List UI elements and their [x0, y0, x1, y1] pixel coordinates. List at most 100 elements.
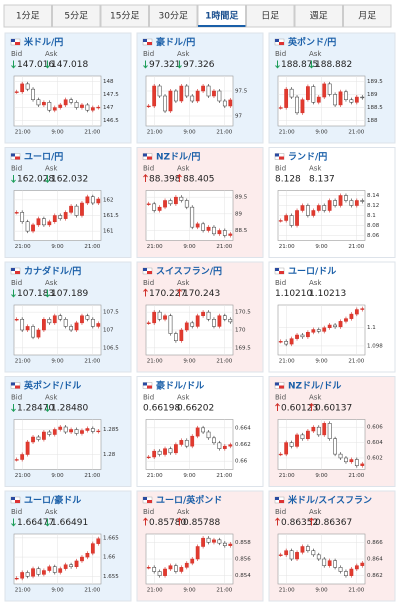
- x-tick-label: 9:00: [315, 359, 328, 365]
- x-tick-label: 21:00: [279, 473, 295, 479]
- candle-body: [146, 105, 151, 108]
- flag: [15, 271, 20, 274]
- candle-body: [96, 106, 101, 109]
- candle-body: [31, 88, 35, 100]
- pair-name[interactable]: スイスフラン/円: [156, 266, 222, 277]
- x-tick-label: 21:00: [348, 473, 364, 479]
- candle-body: [174, 565, 178, 572]
- bid-value: 0.86352: [281, 518, 318, 528]
- tab[interactable]: [52, 4, 101, 28]
- flag: [15, 500, 20, 503]
- y-tick-label: 148: [103, 79, 114, 85]
- candle-body: [42, 218, 46, 226]
- candle-body: [174, 333, 178, 341]
- trend-arrow: [177, 517, 182, 526]
- x-tick-label: 9:00: [315, 473, 328, 479]
- candle-body: [74, 429, 79, 434]
- y-tick-label: 89.5: [235, 195, 248, 201]
- candle-body: [58, 315, 63, 320]
- pair-name[interactable]: 豪ドル/ドル: [156, 380, 204, 392]
- candle-body: [289, 215, 294, 226]
- flag: [147, 271, 152, 274]
- candle-body: [74, 205, 79, 216]
- candle-body: [146, 567, 151, 569]
- tab-label[interactable]: 週足: [310, 11, 328, 22]
- pair-name[interactable]: ユーロ/ドル: [288, 266, 336, 277]
- candle-body: [289, 442, 294, 447]
- candle-body: [74, 322, 79, 331]
- tab[interactable]: [100, 4, 149, 28]
- candle-body: [146, 322, 151, 324]
- candle-body: [25, 326, 30, 331]
- candle-body: [20, 319, 25, 331]
- pair-name[interactable]: ユーロ/豪ドル: [24, 494, 81, 506]
- y-tick-label: 89: [235, 211, 242, 217]
- x-tick-label: 9:00: [315, 588, 328, 594]
- candle-body: [295, 552, 299, 560]
- y-tick-label: 0.854: [235, 573, 251, 579]
- tab[interactable]: [294, 4, 343, 28]
- tab-label[interactable]: 1分足: [16, 11, 40, 22]
- tab-label[interactable]: 30分足: [159, 11, 188, 22]
- pair-name[interactable]: ユーロ/円: [24, 152, 63, 163]
- candle-body: [289, 338, 294, 345]
- candle-body: [217, 315, 222, 327]
- pair-name[interactable]: NZドル/ドル: [288, 381, 341, 392]
- pair-name[interactable]: 豪ドル/円: [156, 36, 195, 48]
- pair-name[interactable]: 米ドル/スイスフラン: [287, 494, 372, 506]
- pair-name[interactable]: カナダドル/円: [24, 265, 81, 277]
- candle-body: [300, 99, 305, 114]
- pair-name[interactable]: 英ポンド/円: [287, 36, 336, 48]
- bid-value: 188.875: [281, 60, 318, 70]
- candle-body: [201, 85, 205, 92]
- candle-body: [85, 104, 90, 111]
- candle-body: [36, 99, 41, 106]
- candle-body: [69, 99, 73, 103]
- tab-label[interactable]: 月足: [358, 11, 376, 22]
- tab-label[interactable]: 15分足: [110, 11, 139, 22]
- pair-name[interactable]: ランド/円: [288, 152, 327, 163]
- trend-arrow: [143, 60, 148, 69]
- x-tick-label: 9:00: [51, 244, 64, 250]
- tab[interactable]: [149, 4, 198, 28]
- candle-body: [300, 546, 305, 553]
- ask-value: 1.10213: [309, 289, 346, 299]
- candle-body: [190, 322, 195, 327]
- tab[interactable]: [343, 4, 392, 28]
- x-tick-label: 21:00: [84, 473, 100, 479]
- pair-name[interactable]: 米ドル/円: [23, 36, 63, 48]
- tab[interactable]: [3, 4, 52, 28]
- flag: [279, 271, 284, 274]
- candle-body: [25, 441, 30, 455]
- candle-body: [212, 539, 216, 543]
- candle-body: [85, 552, 90, 558]
- candle-body: [179, 329, 184, 341]
- candle-body: [311, 550, 316, 556]
- bid-label: Bid: [275, 279, 286, 287]
- y-tick-label: 0.664: [235, 425, 251, 431]
- candle-body: [349, 459, 354, 463]
- candle-body: [14, 319, 19, 321]
- candle-body: [201, 427, 205, 433]
- x-tick-label: 9:00: [315, 244, 328, 250]
- tab-label[interactable]: 1時間足: [205, 10, 239, 22]
- flag: [147, 500, 152, 503]
- candle-body: [311, 426, 316, 432]
- pair-name[interactable]: ユーロ/英ポンド: [156, 494, 222, 506]
- ask-label: Ask: [177, 394, 190, 402]
- tab[interactable]: [246, 4, 295, 28]
- y-tick-label: 8.06: [367, 233, 380, 239]
- candle-body: [179, 196, 184, 201]
- candle-body: [47, 566, 52, 571]
- candle-body: [344, 457, 348, 463]
- candle-body: [338, 195, 343, 206]
- tab-label[interactable]: 日足: [261, 11, 279, 22]
- candle-body: [80, 202, 84, 216]
- pair-name[interactable]: 英ポンド/ドル: [23, 380, 81, 392]
- y-tick-label: 147.5: [103, 92, 119, 98]
- candle-body: [42, 102, 46, 106]
- candle-body: [157, 571, 162, 576]
- candle-body: [58, 215, 63, 219]
- pair-name[interactable]: NZドル/円: [156, 152, 200, 163]
- tab-label[interactable]: 5分足: [64, 11, 88, 22]
